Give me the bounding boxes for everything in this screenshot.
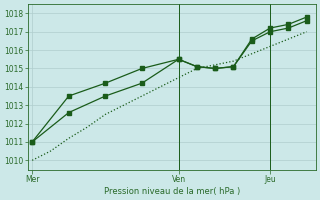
X-axis label: Pression niveau de la mer( hPa ): Pression niveau de la mer( hPa ) bbox=[104, 187, 240, 196]
